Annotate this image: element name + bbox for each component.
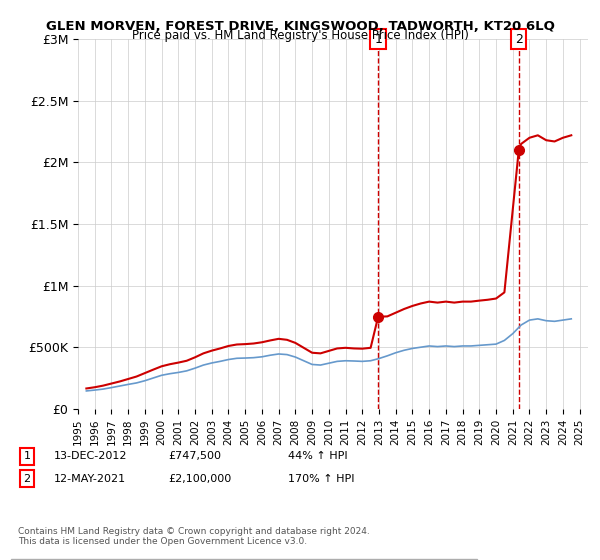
Text: 44% ↑ HPI: 44% ↑ HPI [288, 451, 347, 461]
Text: 1: 1 [374, 32, 382, 46]
Text: GLEN MORVEN, FOREST DRIVE, KINGSWOOD, TADWORTH, KT20 6LQ: GLEN MORVEN, FOREST DRIVE, KINGSWOOD, TA… [46, 20, 554, 32]
Text: £747,500: £747,500 [168, 451, 221, 461]
Text: Price paid vs. HM Land Registry's House Price Index (HPI): Price paid vs. HM Land Registry's House … [131, 29, 469, 42]
Text: 170% ↑ HPI: 170% ↑ HPI [288, 474, 355, 484]
Text: 2: 2 [23, 474, 31, 484]
Text: 1: 1 [23, 451, 31, 461]
Text: 2: 2 [515, 32, 523, 46]
Legend: GLEN MORVEN, FOREST DRIVE, KINGSWOOD, TADWORTH, KT20 6LQ (detached house), HPI: : GLEN MORVEN, FOREST DRIVE, KINGSWOOD, TA… [11, 559, 478, 560]
Text: 12-MAY-2021: 12-MAY-2021 [54, 474, 126, 484]
Text: Contains HM Land Registry data © Crown copyright and database right 2024.
This d: Contains HM Land Registry data © Crown c… [18, 526, 370, 546]
Text: 13-DEC-2012: 13-DEC-2012 [54, 451, 128, 461]
Text: £2,100,000: £2,100,000 [168, 474, 231, 484]
